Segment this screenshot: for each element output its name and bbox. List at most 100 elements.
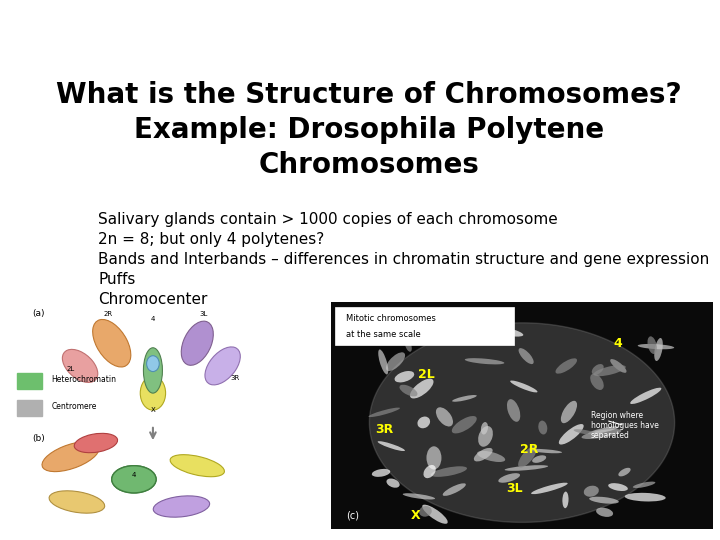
Ellipse shape	[593, 365, 626, 376]
Text: 4: 4	[132, 472, 136, 478]
Text: 3L: 3L	[199, 312, 208, 318]
Text: Salivary glands contain > 1000 copies of each chromosome: Salivary glands contain > 1000 copies of…	[99, 212, 558, 227]
Text: What is the Structure of Chromosomes?
Example: Drosophila Polytene
Chromosomes: What is the Structure of Chromosomes? Ex…	[56, 82, 682, 179]
Ellipse shape	[369, 408, 400, 417]
Ellipse shape	[419, 506, 432, 517]
Ellipse shape	[574, 429, 596, 435]
Ellipse shape	[498, 473, 520, 483]
Ellipse shape	[181, 321, 213, 365]
Ellipse shape	[93, 320, 131, 367]
Text: 2L: 2L	[66, 366, 75, 372]
Ellipse shape	[205, 347, 240, 385]
Ellipse shape	[633, 482, 655, 488]
Ellipse shape	[418, 416, 430, 428]
Ellipse shape	[589, 497, 618, 504]
Ellipse shape	[422, 505, 448, 524]
Ellipse shape	[596, 508, 613, 517]
Ellipse shape	[518, 348, 534, 364]
Ellipse shape	[42, 442, 99, 471]
Ellipse shape	[485, 329, 513, 343]
Ellipse shape	[559, 424, 584, 444]
Text: Bands and Interbands – differences in chromatin structure and gene expression: Bands and Interbands – differences in ch…	[99, 252, 710, 267]
Ellipse shape	[431, 467, 467, 477]
FancyBboxPatch shape	[17, 400, 42, 416]
Text: Region where
homologues have
separated: Region where homologues have separated	[590, 411, 659, 441]
Ellipse shape	[400, 384, 418, 396]
Ellipse shape	[518, 446, 537, 468]
Ellipse shape	[153, 496, 210, 517]
Ellipse shape	[452, 395, 477, 402]
Ellipse shape	[483, 326, 523, 336]
Ellipse shape	[474, 448, 492, 462]
Text: (c): (c)	[346, 510, 359, 520]
Ellipse shape	[386, 352, 405, 371]
Text: 2n = 8; but only 4 polytenes?: 2n = 8; but only 4 polytenes?	[99, 232, 325, 247]
Ellipse shape	[529, 449, 562, 453]
Ellipse shape	[505, 465, 548, 471]
Text: Mitotic chromosomes: Mitotic chromosomes	[346, 314, 436, 323]
Ellipse shape	[395, 371, 414, 382]
FancyBboxPatch shape	[17, 373, 42, 389]
Ellipse shape	[592, 364, 603, 375]
Ellipse shape	[588, 426, 618, 434]
Text: Puffs: Puffs	[99, 272, 136, 287]
FancyBboxPatch shape	[331, 302, 713, 529]
Text: 4: 4	[150, 316, 155, 322]
Ellipse shape	[377, 441, 405, 451]
Ellipse shape	[477, 451, 505, 462]
Ellipse shape	[378, 349, 388, 374]
Ellipse shape	[451, 416, 477, 434]
Ellipse shape	[638, 344, 674, 349]
Ellipse shape	[410, 379, 433, 399]
Text: (a): (a)	[32, 309, 45, 318]
Ellipse shape	[443, 483, 466, 496]
Ellipse shape	[387, 478, 400, 488]
Ellipse shape	[49, 491, 104, 513]
Ellipse shape	[63, 349, 98, 382]
Ellipse shape	[625, 493, 666, 502]
Ellipse shape	[647, 336, 657, 354]
Text: 3L: 3L	[506, 482, 523, 495]
Ellipse shape	[562, 491, 569, 508]
Ellipse shape	[584, 485, 599, 497]
Ellipse shape	[147, 356, 159, 372]
Ellipse shape	[170, 455, 225, 477]
Ellipse shape	[402, 493, 435, 500]
Ellipse shape	[140, 376, 166, 410]
Ellipse shape	[465, 358, 504, 365]
Text: X: X	[150, 407, 156, 413]
Ellipse shape	[532, 455, 546, 463]
Text: X: X	[410, 509, 420, 522]
Text: at the same scale: at the same scale	[346, 329, 421, 339]
Ellipse shape	[590, 374, 604, 390]
Ellipse shape	[654, 338, 663, 361]
Ellipse shape	[510, 381, 538, 393]
Ellipse shape	[507, 399, 521, 422]
Text: (b): (b)	[32, 434, 45, 443]
Ellipse shape	[582, 429, 621, 439]
Ellipse shape	[610, 359, 626, 373]
Ellipse shape	[436, 407, 453, 427]
Text: 3R: 3R	[230, 375, 240, 381]
Ellipse shape	[481, 422, 488, 435]
Text: Chromocenter: Chromocenter	[99, 292, 208, 307]
Ellipse shape	[608, 483, 628, 491]
Text: Centromere: Centromere	[52, 402, 97, 411]
Text: 3R: 3R	[376, 423, 394, 436]
Ellipse shape	[143, 348, 163, 393]
Text: 2R: 2R	[521, 443, 539, 456]
FancyBboxPatch shape	[335, 307, 514, 346]
Ellipse shape	[539, 421, 547, 435]
Ellipse shape	[618, 468, 631, 476]
Ellipse shape	[561, 401, 577, 423]
Text: Heterochromatin: Heterochromatin	[52, 375, 117, 384]
Ellipse shape	[555, 359, 577, 374]
Text: 2L: 2L	[418, 368, 435, 381]
Text: 4: 4	[613, 337, 622, 350]
Ellipse shape	[423, 465, 436, 478]
Ellipse shape	[630, 388, 662, 404]
Ellipse shape	[531, 483, 567, 494]
Ellipse shape	[372, 469, 390, 477]
Ellipse shape	[74, 433, 117, 453]
Polygon shape	[369, 323, 675, 522]
